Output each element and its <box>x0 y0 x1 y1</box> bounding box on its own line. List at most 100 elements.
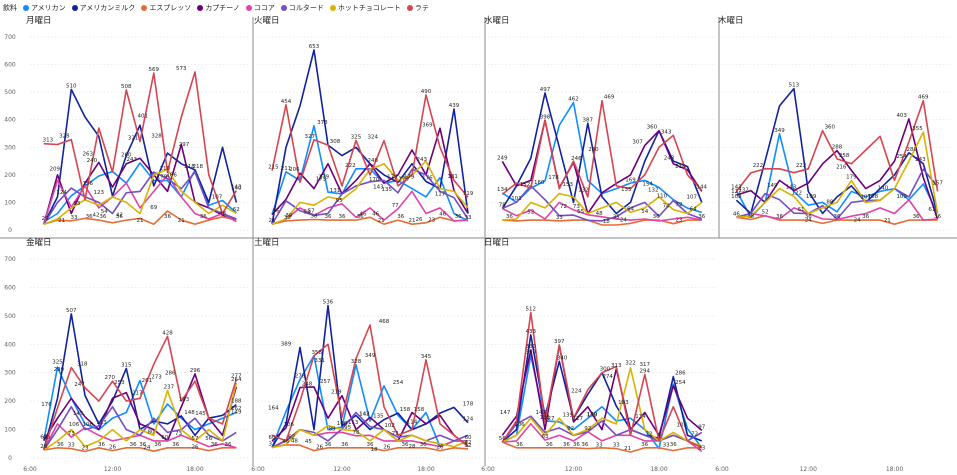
legend-item[interactable]: ホットチョコレート <box>329 3 401 13</box>
data-label: 83 <box>73 201 80 207</box>
series-line[interactable] <box>271 354 468 448</box>
series-line[interactable] <box>501 311 703 449</box>
series-line[interactable] <box>271 424 469 449</box>
legend-item[interactable]: アメリカン <box>23 3 66 13</box>
data-label: 102 <box>384 423 395 429</box>
data-label: 95 <box>344 425 351 431</box>
data-label: 24 <box>143 445 150 451</box>
series-line[interactable] <box>501 367 703 447</box>
data-label: 398 <box>540 114 551 120</box>
series-line[interactable] <box>43 210 237 225</box>
data-label: 36 <box>367 442 374 448</box>
data-label: 178 <box>463 401 474 407</box>
series-line[interactable] <box>271 304 469 448</box>
data-label: 170 <box>369 177 380 183</box>
series-line[interactable] <box>502 441 702 453</box>
data-label: 143 <box>231 185 242 191</box>
series-line[interactable] <box>43 174 237 225</box>
series-line[interactable] <box>271 94 469 198</box>
data-label: 55 <box>577 209 584 215</box>
series-line[interactable] <box>501 92 703 215</box>
data-label: 64 <box>690 206 697 212</box>
data-label: 277 <box>231 373 242 379</box>
legend-item[interactable]: エスプレッソ <box>141 3 191 13</box>
data-label: 26 <box>192 445 199 451</box>
data-label: 36 <box>805 214 812 220</box>
y-tick-label: 700 <box>4 34 16 41</box>
series-line[interactable] <box>43 373 238 442</box>
data-label: 36 <box>641 442 648 448</box>
data-label: 60 <box>43 435 50 441</box>
data-label: 113 <box>96 420 107 426</box>
data-label: 35 <box>613 214 620 220</box>
data-label: 73 <box>392 431 399 437</box>
data-label: 127 <box>544 416 555 422</box>
data-label: 52 <box>527 210 534 216</box>
data-label: 37 <box>269 441 276 447</box>
series-line[interactable] <box>501 415 703 443</box>
series-line[interactable] <box>271 324 469 448</box>
data-label: 63 <box>542 434 549 440</box>
data-label: 36 <box>225 442 232 448</box>
data-label: 243 <box>127 157 138 163</box>
legend-item[interactable]: ラテ <box>406 3 429 13</box>
data-label: 36 <box>154 442 161 448</box>
series-line[interactable] <box>43 168 237 225</box>
legend-item[interactable]: カプチーノ <box>197 3 240 13</box>
legend-label: エスプレッソ <box>149 4 192 12</box>
series-line[interactable] <box>43 406 237 451</box>
series-line[interactable] <box>736 131 939 219</box>
series-line[interactable] <box>271 190 469 225</box>
series-line[interactable] <box>43 447 237 453</box>
data-label: 179 <box>846 175 857 181</box>
data-label: 248 <box>302 381 313 387</box>
legend-marker-icon <box>141 5 148 11</box>
series-line[interactable] <box>501 201 702 222</box>
data-label: 249 <box>497 155 508 161</box>
series-line[interactable] <box>271 444 469 452</box>
series-line[interactable] <box>735 99 939 192</box>
data-label: 216 <box>836 164 847 170</box>
series-line[interactable] <box>271 411 469 449</box>
series-line[interactable] <box>43 335 238 451</box>
series-line[interactable] <box>271 168 469 225</box>
legend-item[interactable]: コルタード <box>280 3 324 13</box>
data-label: 143 <box>786 185 797 191</box>
series-line[interactable] <box>271 216 469 225</box>
y-tick-label: 600 <box>4 284 16 291</box>
data-label: 26 <box>383 445 390 451</box>
y-tick-label: 100 <box>4 199 16 206</box>
data-label: 147 <box>500 410 511 416</box>
series-line[interactable] <box>43 88 238 225</box>
series-line[interactable] <box>501 344 703 437</box>
data-label: 274 <box>602 374 613 380</box>
legend-label: コルタード <box>288 4 324 12</box>
series-line[interactable] <box>502 219 702 226</box>
series-line[interactable] <box>502 192 703 221</box>
data-label: 253 <box>114 380 125 386</box>
data-label: 36 <box>211 442 218 448</box>
data-label: 299 <box>54 367 65 373</box>
series-line[interactable] <box>43 171 237 225</box>
series-line[interactable] <box>271 127 469 216</box>
series-line[interactable] <box>43 71 237 215</box>
series-line[interactable] <box>736 168 939 220</box>
legend-item[interactable]: ココア <box>245 3 275 13</box>
data-label: 88 <box>826 200 833 206</box>
data-label: 358 <box>312 350 323 356</box>
series-line[interactable] <box>43 382 238 451</box>
legend-item[interactable]: アメリカンミルク <box>71 3 135 13</box>
data-label: 140 <box>587 412 598 418</box>
series-line[interactable] <box>501 99 703 198</box>
series-line[interactable] <box>735 87 939 215</box>
data-label: 307 <box>632 139 643 145</box>
data-label: 324 <box>368 135 379 141</box>
data-label: 158 <box>414 407 425 413</box>
series-line[interactable] <box>43 366 237 442</box>
series-line[interactable] <box>735 133 939 219</box>
data-label: 508 <box>121 84 132 90</box>
series-line[interactable] <box>43 143 237 225</box>
series-line[interactable] <box>501 119 703 215</box>
data-label: 109 <box>337 421 348 427</box>
series-line[interactable] <box>271 160 469 225</box>
